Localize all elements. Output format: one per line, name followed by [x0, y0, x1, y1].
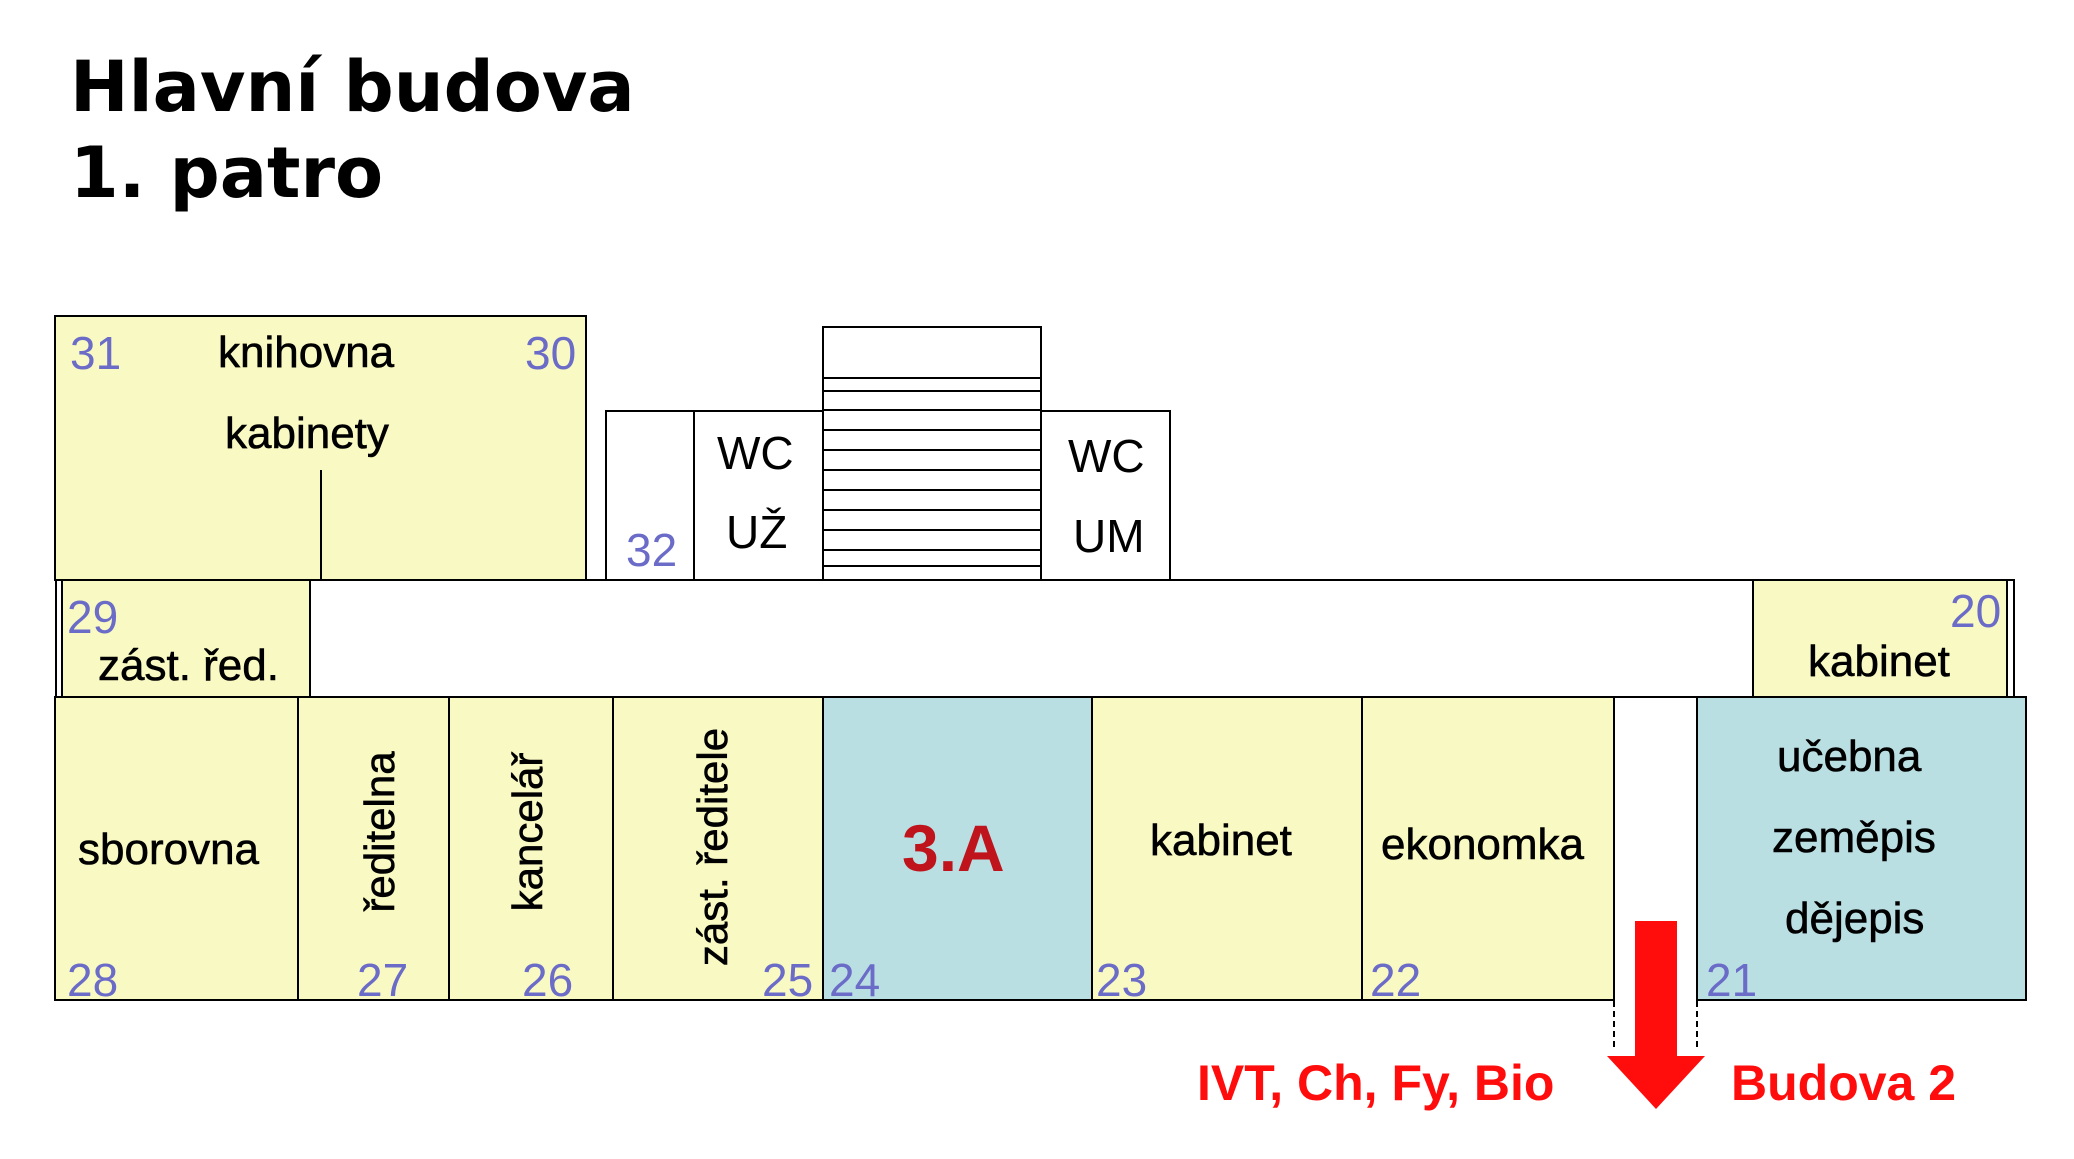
- title-floor: 1. patro: [70, 132, 384, 214]
- room-number-23: 23: [1096, 954, 1148, 1006]
- wc-men-label: WC: [1068, 430, 1145, 482]
- exit-label-building-2: Budova 2: [1731, 1055, 1957, 1111]
- stair-step: [824, 390, 1040, 392]
- room-label-kancelar: kancelář: [504, 752, 552, 912]
- room-label-kabinet-23: kabinet: [1150, 816, 1292, 865]
- room-number-29: 29: [67, 591, 119, 643]
- room-label-knihovna: knihovna: [218, 328, 395, 377]
- room-label-kabinety: kabinety: [225, 409, 389, 458]
- room-number-26: 26: [522, 954, 574, 1006]
- stair-step: [824, 489, 1040, 491]
- room-31-30-divider: [320, 470, 322, 580]
- room-32[interactable]: [605, 410, 695, 581]
- room-number-20: 20: [1950, 585, 2002, 637]
- room-27[interactable]: [297, 696, 450, 1001]
- staircase: [822, 326, 1042, 581]
- room-28[interactable]: [54, 696, 299, 1001]
- passage-dash-right: [1696, 1001, 1698, 1047]
- room-label-ekonomka: ekonomka: [1381, 820, 1585, 869]
- room-number-25: 25: [762, 954, 814, 1006]
- arrow-down-icon[interactable]: [1605, 921, 1705, 1111]
- room-number-28: 28: [67, 954, 119, 1006]
- room-number-30: 30: [525, 327, 577, 379]
- stair-step: [824, 509, 1040, 511]
- passage-dash-left: [1613, 1001, 1615, 1047]
- corridor: [55, 579, 2015, 703]
- wc-women[interactable]: [693, 410, 824, 581]
- wc-men[interactable]: [1040, 410, 1171, 581]
- room-label-3a: 3.A: [902, 811, 1005, 885]
- room-label-reditelna: ředitelna: [356, 751, 404, 913]
- room-number-24: 24: [829, 954, 881, 1006]
- room-label-dejepis: dějepis: [1785, 894, 1925, 943]
- title-building: Hlavní budova: [70, 46, 635, 128]
- room-label-kabinet-20: kabinet: [1808, 637, 1950, 686]
- room-23[interactable]: [1091, 696, 1363, 1001]
- room-26[interactable]: [448, 696, 614, 1001]
- room-number-31: 31: [70, 327, 122, 379]
- room-25[interactable]: [612, 696, 824, 1001]
- stair-step: [824, 429, 1040, 431]
- room-20[interactable]: [1752, 579, 2008, 698]
- room-label-sborovna: sborovna: [78, 825, 260, 874]
- room-label-zemepis: zeměpis: [1772, 813, 1936, 862]
- room-number-27: 27: [357, 954, 409, 1006]
- room-number-32: 32: [626, 524, 678, 576]
- room-29[interactable]: [61, 579, 311, 698]
- stair-step: [824, 449, 1040, 451]
- stair-step: [824, 409, 1040, 411]
- wc-women-label: WC: [717, 427, 794, 479]
- wc-women-sublabel: UŽ: [726, 506, 788, 558]
- room-number-21: 21: [1706, 954, 1758, 1006]
- stair-step: [824, 565, 1040, 567]
- wc-men-sublabel: UM: [1073, 510, 1145, 562]
- room-label-ucebna: učebna: [1777, 732, 1922, 781]
- stair-step: [824, 469, 1040, 471]
- stair-step: [824, 549, 1040, 551]
- room-label-zast-reditele: zást. ředitele: [689, 727, 737, 967]
- stair-step: [824, 529, 1040, 531]
- stair-step: [824, 377, 1040, 379]
- room-number-22: 22: [1370, 954, 1422, 1006]
- exit-label-subjects: IVT, Ch, Fy, Bio: [1197, 1055, 1555, 1111]
- room-label-zast-red: zást. řed.: [98, 641, 280, 690]
- room-21[interactable]: [1696, 696, 2027, 1001]
- room-22[interactable]: [1361, 696, 1615, 1001]
